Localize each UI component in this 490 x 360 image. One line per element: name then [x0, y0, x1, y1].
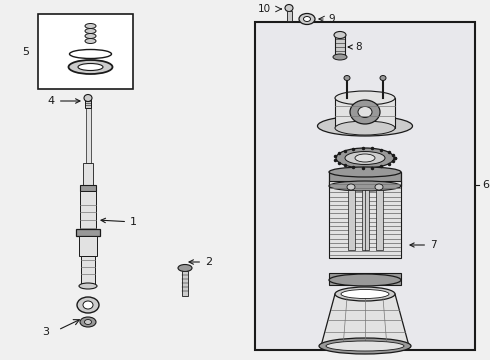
- Ellipse shape: [318, 116, 413, 136]
- Ellipse shape: [69, 60, 113, 74]
- Text: 9: 9: [328, 14, 335, 24]
- Bar: [329, 273, 401, 285]
- Text: 6: 6: [482, 180, 489, 190]
- Ellipse shape: [79, 283, 97, 289]
- Bar: [85, 100, 91, 108]
- Bar: [375, 190, 383, 250]
- Bar: [80, 185, 96, 191]
- Ellipse shape: [358, 107, 372, 117]
- Text: 5: 5: [22, 47, 29, 57]
- Ellipse shape: [85, 28, 96, 33]
- Ellipse shape: [350, 100, 380, 124]
- Ellipse shape: [344, 76, 350, 81]
- Ellipse shape: [326, 341, 404, 351]
- Bar: [81, 256, 95, 286]
- Bar: [287, 11, 292, 21]
- Bar: [38, 14, 133, 89]
- Bar: [329, 181, 401, 258]
- Bar: [83, 163, 93, 185]
- Ellipse shape: [335, 287, 395, 301]
- Ellipse shape: [84, 94, 92, 102]
- Ellipse shape: [341, 289, 389, 298]
- Text: 10: 10: [258, 4, 271, 14]
- Ellipse shape: [285, 4, 293, 12]
- Ellipse shape: [329, 181, 401, 191]
- Bar: [335, 35, 345, 57]
- Text: 3: 3: [42, 327, 49, 337]
- Ellipse shape: [303, 17, 311, 22]
- Text: 2: 2: [189, 257, 212, 267]
- Ellipse shape: [375, 184, 383, 190]
- Bar: [329, 172, 401, 186]
- Ellipse shape: [319, 338, 411, 354]
- Ellipse shape: [333, 54, 347, 60]
- Ellipse shape: [84, 320, 92, 324]
- Bar: [79, 236, 97, 256]
- Text: 7: 7: [410, 240, 437, 250]
- Ellipse shape: [299, 13, 315, 24]
- Text: 1: 1: [101, 217, 137, 227]
- Ellipse shape: [335, 121, 395, 135]
- Bar: [76, 229, 100, 236]
- Ellipse shape: [80, 317, 96, 327]
- Ellipse shape: [336, 148, 394, 168]
- Bar: [80, 191, 96, 229]
- Ellipse shape: [355, 154, 375, 162]
- Polygon shape: [321, 294, 409, 346]
- Ellipse shape: [345, 152, 385, 165]
- Bar: [347, 190, 354, 250]
- Ellipse shape: [77, 297, 99, 313]
- Bar: [85, 108, 91, 163]
- Ellipse shape: [85, 23, 96, 28]
- Ellipse shape: [78, 63, 103, 71]
- Text: 8: 8: [348, 42, 362, 52]
- Ellipse shape: [83, 301, 93, 309]
- Ellipse shape: [334, 32, 346, 39]
- Bar: [362, 190, 368, 250]
- Bar: [335, 98, 395, 128]
- Ellipse shape: [335, 91, 395, 105]
- Ellipse shape: [85, 33, 96, 39]
- Bar: [182, 271, 188, 296]
- Ellipse shape: [329, 274, 401, 286]
- Ellipse shape: [380, 76, 386, 81]
- Bar: [255, 22, 475, 350]
- Ellipse shape: [85, 39, 96, 44]
- Text: 4: 4: [48, 96, 80, 106]
- Ellipse shape: [178, 265, 192, 271]
- Ellipse shape: [329, 167, 401, 177]
- Ellipse shape: [347, 184, 355, 190]
